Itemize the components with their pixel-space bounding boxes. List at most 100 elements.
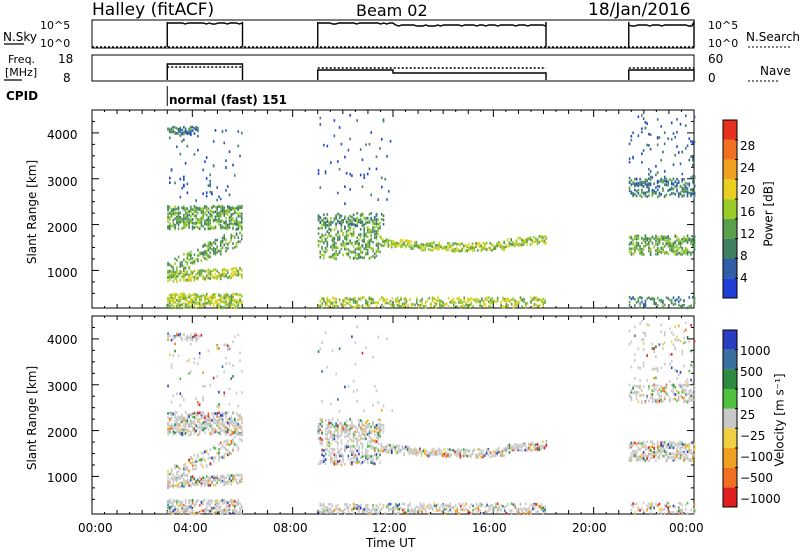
echo-cell <box>207 349 210 353</box>
echo-cell <box>191 225 194 228</box>
echo-cell <box>323 250 325 254</box>
echo-cell <box>359 246 362 249</box>
nsky-trace <box>317 21 547 47</box>
echo-cell <box>358 256 360 260</box>
echo-cell <box>509 509 511 512</box>
echo-cell <box>509 299 511 302</box>
echo-cell <box>372 230 374 234</box>
echo-cell <box>193 467 196 471</box>
echo-cell <box>226 227 229 231</box>
echo-cell <box>323 241 325 245</box>
echo-cell <box>352 245 355 248</box>
echo-cell <box>512 503 515 507</box>
echo-cell <box>186 182 189 186</box>
echo-cell <box>366 172 369 176</box>
echo-cell <box>174 336 176 340</box>
echo-cell <box>226 511 229 515</box>
echo-cell <box>324 226 327 230</box>
echo-cell <box>344 462 346 466</box>
echo-cell <box>172 305 175 308</box>
echo-cell <box>354 219 357 223</box>
echo-cell <box>452 303 455 307</box>
echo-cell <box>193 477 196 481</box>
echo-cell <box>489 504 492 508</box>
echo-cell <box>232 449 234 452</box>
echo-cell <box>179 278 182 282</box>
echo-cell <box>356 212 358 215</box>
echo-cell <box>170 413 173 417</box>
echo-cell <box>503 246 505 249</box>
echo-cell <box>412 303 415 306</box>
echo-cell <box>416 511 418 514</box>
echo-cell <box>437 509 439 512</box>
echo-cell <box>170 469 173 473</box>
echo-cell <box>637 508 640 512</box>
echo-cell <box>202 371 204 374</box>
echo-cell <box>349 214 351 218</box>
echo-cell <box>179 195 182 199</box>
echo-cell <box>172 298 175 302</box>
echo-cell <box>337 160 339 163</box>
echo-cell <box>499 245 502 249</box>
echo-cell <box>324 237 327 241</box>
echo-cell <box>380 243 383 247</box>
echo-cell <box>365 301 367 305</box>
echo-cell <box>212 412 215 415</box>
echo-cell <box>403 304 406 308</box>
echo-cell <box>672 132 675 135</box>
echo-cell <box>170 416 173 420</box>
echo-cell <box>345 171 348 175</box>
echo-cell <box>679 305 682 309</box>
echo-cell <box>375 218 378 221</box>
echo-cell <box>317 437 320 441</box>
echo-cell <box>349 232 351 235</box>
echo-cell <box>184 510 187 514</box>
echo-cell <box>167 486 169 489</box>
echo-cell <box>193 482 196 486</box>
echo-cell <box>690 239 692 243</box>
echo-cell <box>335 434 337 438</box>
echo-cell <box>226 442 229 446</box>
echo-cell <box>205 254 208 257</box>
echo-cell <box>177 255 180 259</box>
echo-cell <box>676 244 678 248</box>
echo-cell <box>512 297 515 300</box>
echo-cell <box>321 443 323 446</box>
echo-cell <box>321 296 323 300</box>
echo-cell <box>204 277 206 281</box>
echo-cell <box>393 303 395 307</box>
echo-cell <box>179 467 182 471</box>
echo-cell <box>442 504 445 507</box>
echo-cell <box>205 293 208 296</box>
echo-cell <box>545 241 548 245</box>
echo-cell <box>237 498 240 502</box>
echo-cell <box>204 450 206 453</box>
echo-cell <box>230 276 233 279</box>
echo-cell <box>170 468 173 471</box>
echo-cell <box>225 241 227 245</box>
echo-cell <box>197 460 199 463</box>
echo-cell <box>370 301 373 305</box>
echo-cell <box>174 212 176 216</box>
echo-cell <box>340 214 343 218</box>
echo-cell <box>212 164 215 167</box>
echo-cell <box>368 142 371 146</box>
echo-cell <box>347 223 350 227</box>
echo-cell <box>660 237 662 241</box>
echo-cell <box>472 508 474 512</box>
echo-cell <box>232 503 234 507</box>
echo-cell <box>212 512 215 515</box>
echo-cell <box>635 183 638 187</box>
echo-cell <box>198 504 201 507</box>
echo-cell <box>395 298 397 302</box>
echo-cell <box>190 207 192 211</box>
echo-cell <box>221 209 224 213</box>
echo-cell <box>356 247 358 250</box>
echo-cell <box>202 251 204 255</box>
echo-cell <box>359 506 362 510</box>
echo-cell <box>379 250 381 254</box>
echo-cell <box>240 206 243 210</box>
echo-cell <box>174 416 176 420</box>
echo-cell <box>228 507 231 510</box>
echo-cell <box>408 241 411 244</box>
